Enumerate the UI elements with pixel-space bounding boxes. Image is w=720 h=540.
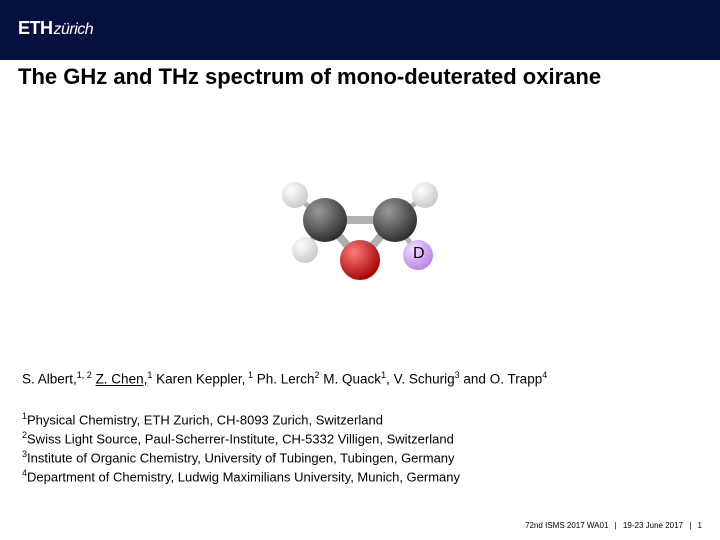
molecule-diagram: D <box>240 165 480 305</box>
footer-sep-1: | <box>615 521 617 530</box>
author: S. Albert, <box>22 372 77 387</box>
author: M. Quack <box>323 372 381 387</box>
o-atom <box>340 240 380 280</box>
title-box: The GHz and THz spectrum of mono-deutera… <box>18 60 702 104</box>
author: Ph. Lerch <box>257 372 315 387</box>
author-sup: 1 <box>245 370 253 380</box>
affiliation-line: 1Physical Chemistry, ETH Zurich, CH-8093… <box>22 410 698 429</box>
molecule-svg <box>240 165 480 305</box>
affiliation-line: 4Department of Chemistry, Ludwig Maximil… <box>22 467 698 486</box>
logo-zurich-text: zürich <box>54 21 94 38</box>
deuterium-label: D <box>413 245 425 263</box>
eth-logo: ETHzürich <box>18 18 93 39</box>
affiliation-line: 2Swiss Light Source, Paul-Scherrer-Insti… <box>22 429 698 448</box>
affiliation-num: 2 <box>22 430 27 440</box>
affiliations-block: 1Physical Chemistry, ETH Zurich, CH-8093… <box>22 410 698 486</box>
author-sup: 1 <box>147 370 152 380</box>
author: Z. Chen, <box>96 372 148 387</box>
h-atom <box>292 237 318 263</box>
footer: 72nd ISMS 2017 WA01 | 19-23 June 2017 | … <box>525 521 702 530</box>
author: Karen Keppler, <box>156 372 245 387</box>
author: V. Schurig <box>394 372 455 387</box>
affiliation-num: 3 <box>22 449 27 459</box>
c-atom <box>373 198 417 242</box>
author-sup: 2 <box>315 370 320 380</box>
author-sup: 3 <box>455 370 460 380</box>
logo-eth-text: ETH <box>18 18 53 38</box>
author-sup: 1 <box>381 370 386 380</box>
page-title: The GHz and THz spectrum of mono-deutera… <box>18 64 601 90</box>
footer-sep-2: | <box>689 521 691 530</box>
affiliation-num: 1 <box>22 411 27 421</box>
author-sup: 1, 2 <box>77 370 92 380</box>
author: O. Trapp <box>490 372 543 387</box>
h-atom <box>412 182 438 208</box>
c-atom <box>303 198 347 242</box>
author-sup: 4 <box>542 370 547 380</box>
h-atom <box>282 182 308 208</box>
authors-line: S. Albert,1, 2 Z. Chen,1 Karen Keppler, … <box>22 370 698 387</box>
footer-page: 1 <box>698 521 702 530</box>
footer-date: 19-23 June 2017 <box>623 521 683 530</box>
molecule-figure: D <box>0 150 720 320</box>
header-bar: ETHzürich <box>0 0 720 60</box>
affiliation-num: 4 <box>22 468 27 478</box>
slide: ETHzürich The GHz and THz spectrum of mo… <box>0 0 720 540</box>
affiliation-line: 3Institute of Organic Chemistry, Univers… <box>22 448 698 467</box>
footer-conf: 72nd ISMS 2017 WA01 <box>525 521 608 530</box>
